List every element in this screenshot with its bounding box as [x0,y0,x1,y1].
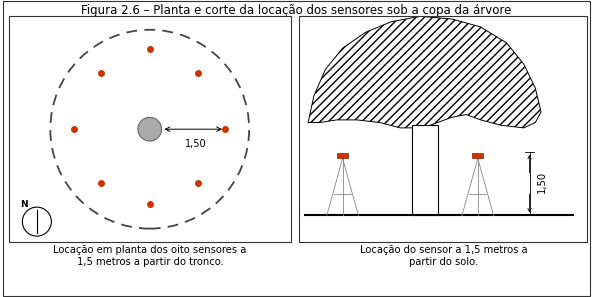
Text: Locação em planta dos oito sensores a
1,5 metros a partir do tronco.: Locação em planta dos oito sensores a 1,… [53,245,247,267]
Text: 1,50: 1,50 [537,171,547,193]
Circle shape [138,117,161,141]
Text: Figura 2.6 – Planta e corte da locação dos sensores sob a copa da árvore: Figura 2.6 – Planta e corte da locação d… [81,4,512,18]
Polygon shape [308,16,541,128]
Text: 1,50: 1,50 [185,139,207,149]
Text: Locação do sensor a 1,5 metros a
partir do solo.: Locação do sensor a 1,5 metros a partir … [360,245,527,267]
Bar [337,153,348,158]
Bar [412,125,438,216]
Bar [472,153,483,158]
Text: N: N [20,200,27,208]
